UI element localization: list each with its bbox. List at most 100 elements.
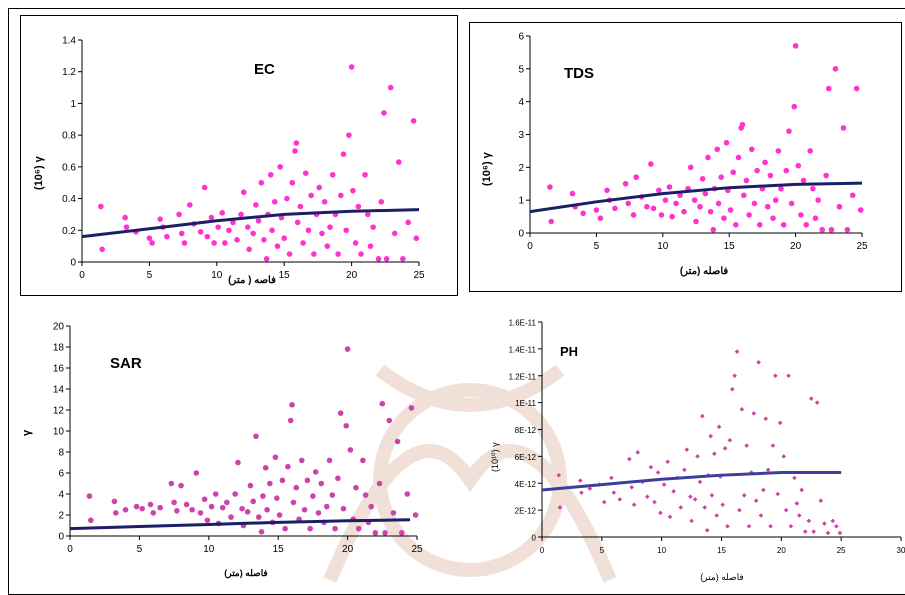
x-tick-label: 25 xyxy=(856,241,868,252)
y-tick-label: 8 xyxy=(58,448,64,459)
data-point xyxy=(720,502,725,508)
data-point xyxy=(557,505,563,510)
tds-chart-svg: TDS (10⁶) γ فاصله (متر) 0 1 2 3 4 5 6 0 5 10 15 20 2… xyxy=(481,32,868,278)
data-point xyxy=(279,477,286,484)
data-point xyxy=(335,251,341,257)
data-point xyxy=(700,413,705,419)
chart-title: EC xyxy=(254,61,275,78)
data-point xyxy=(282,525,288,532)
data-point xyxy=(727,437,733,443)
data-point xyxy=(258,529,265,535)
data-point xyxy=(302,170,309,176)
data-point xyxy=(681,208,687,215)
data-point xyxy=(308,192,314,199)
y-tick-label: 1E-11 xyxy=(515,399,536,408)
data-point xyxy=(786,128,792,135)
data-point xyxy=(735,154,742,161)
data-point xyxy=(238,211,244,218)
data-point xyxy=(285,463,291,470)
x-tick-label: 10 xyxy=(657,241,669,252)
data-point xyxy=(343,422,350,429)
y-tick-label: 6E-12 xyxy=(515,453,537,462)
data-point xyxy=(633,174,640,180)
data-point xyxy=(324,243,331,249)
data-point xyxy=(629,484,635,490)
data-point xyxy=(783,507,789,513)
data-point xyxy=(612,205,618,212)
data-point xyxy=(788,200,795,207)
x-tick-label: 0 xyxy=(67,544,73,555)
data-point xyxy=(781,454,787,459)
data-point xyxy=(157,504,164,511)
y-tick-label: 1 xyxy=(70,99,76,110)
data-point xyxy=(806,518,812,524)
data-point xyxy=(318,480,325,487)
data-point xyxy=(792,475,797,481)
data-point xyxy=(319,230,325,237)
data-point xyxy=(748,146,755,153)
data-point xyxy=(648,464,654,470)
data-point xyxy=(849,192,856,199)
data-point xyxy=(274,495,280,501)
data-point xyxy=(678,505,684,510)
data-point xyxy=(164,233,170,240)
y-tick-label: 0 xyxy=(518,229,524,240)
data-point xyxy=(580,210,586,217)
data-point xyxy=(617,497,623,502)
data-point xyxy=(329,492,336,498)
data-point xyxy=(786,373,791,379)
data-point xyxy=(376,480,383,487)
chart-title: PH xyxy=(560,344,578,359)
data-point xyxy=(825,530,831,536)
y-tick-label: 0 xyxy=(70,258,76,269)
data-point xyxy=(746,523,752,529)
data-point xyxy=(704,527,710,533)
data-point xyxy=(208,503,215,510)
data-point xyxy=(792,43,799,49)
x-tick-label: 15 xyxy=(717,546,726,555)
data-point xyxy=(823,172,829,179)
y-tick-label: 1.2 xyxy=(62,67,76,78)
data-point xyxy=(230,219,236,226)
data-point xyxy=(201,496,208,503)
data-point xyxy=(250,498,257,505)
data-point xyxy=(281,235,288,242)
data-point xyxy=(147,501,154,508)
x-tick-label: 10 xyxy=(211,270,223,281)
x-tick-label: 0 xyxy=(540,546,545,555)
x-tick-label: 20 xyxy=(346,270,358,281)
data-point xyxy=(702,190,709,197)
data-point xyxy=(673,200,679,207)
data-point xyxy=(181,240,188,246)
data-point xyxy=(812,215,819,222)
data-point xyxy=(754,167,760,174)
data-point xyxy=(277,164,283,170)
data-point xyxy=(756,221,763,228)
data-point xyxy=(837,530,843,536)
y-tick-label: 10 xyxy=(53,427,65,438)
data-point xyxy=(828,226,835,233)
data-point xyxy=(343,227,350,234)
data-point xyxy=(665,459,670,465)
x-tick-label: 25 xyxy=(837,546,846,555)
data-point xyxy=(133,503,140,510)
data-point xyxy=(394,438,401,445)
data-point xyxy=(391,230,398,237)
y-tick-label: 0 xyxy=(532,534,537,543)
data-point xyxy=(799,487,804,493)
data-point xyxy=(743,177,750,184)
data-point xyxy=(267,480,273,487)
data-point xyxy=(292,148,298,154)
data-point xyxy=(267,171,274,178)
data-point xyxy=(338,192,344,199)
y-axis-label: (10⁶) γ xyxy=(33,155,45,190)
data-point xyxy=(301,506,308,513)
y-tick-label: 4E-12 xyxy=(515,480,537,489)
data-point xyxy=(714,146,721,153)
data-point xyxy=(684,447,690,452)
data-point xyxy=(687,164,694,171)
data-point xyxy=(697,203,703,210)
data-point xyxy=(655,470,661,475)
data-point xyxy=(289,179,296,186)
data-point xyxy=(807,148,814,154)
